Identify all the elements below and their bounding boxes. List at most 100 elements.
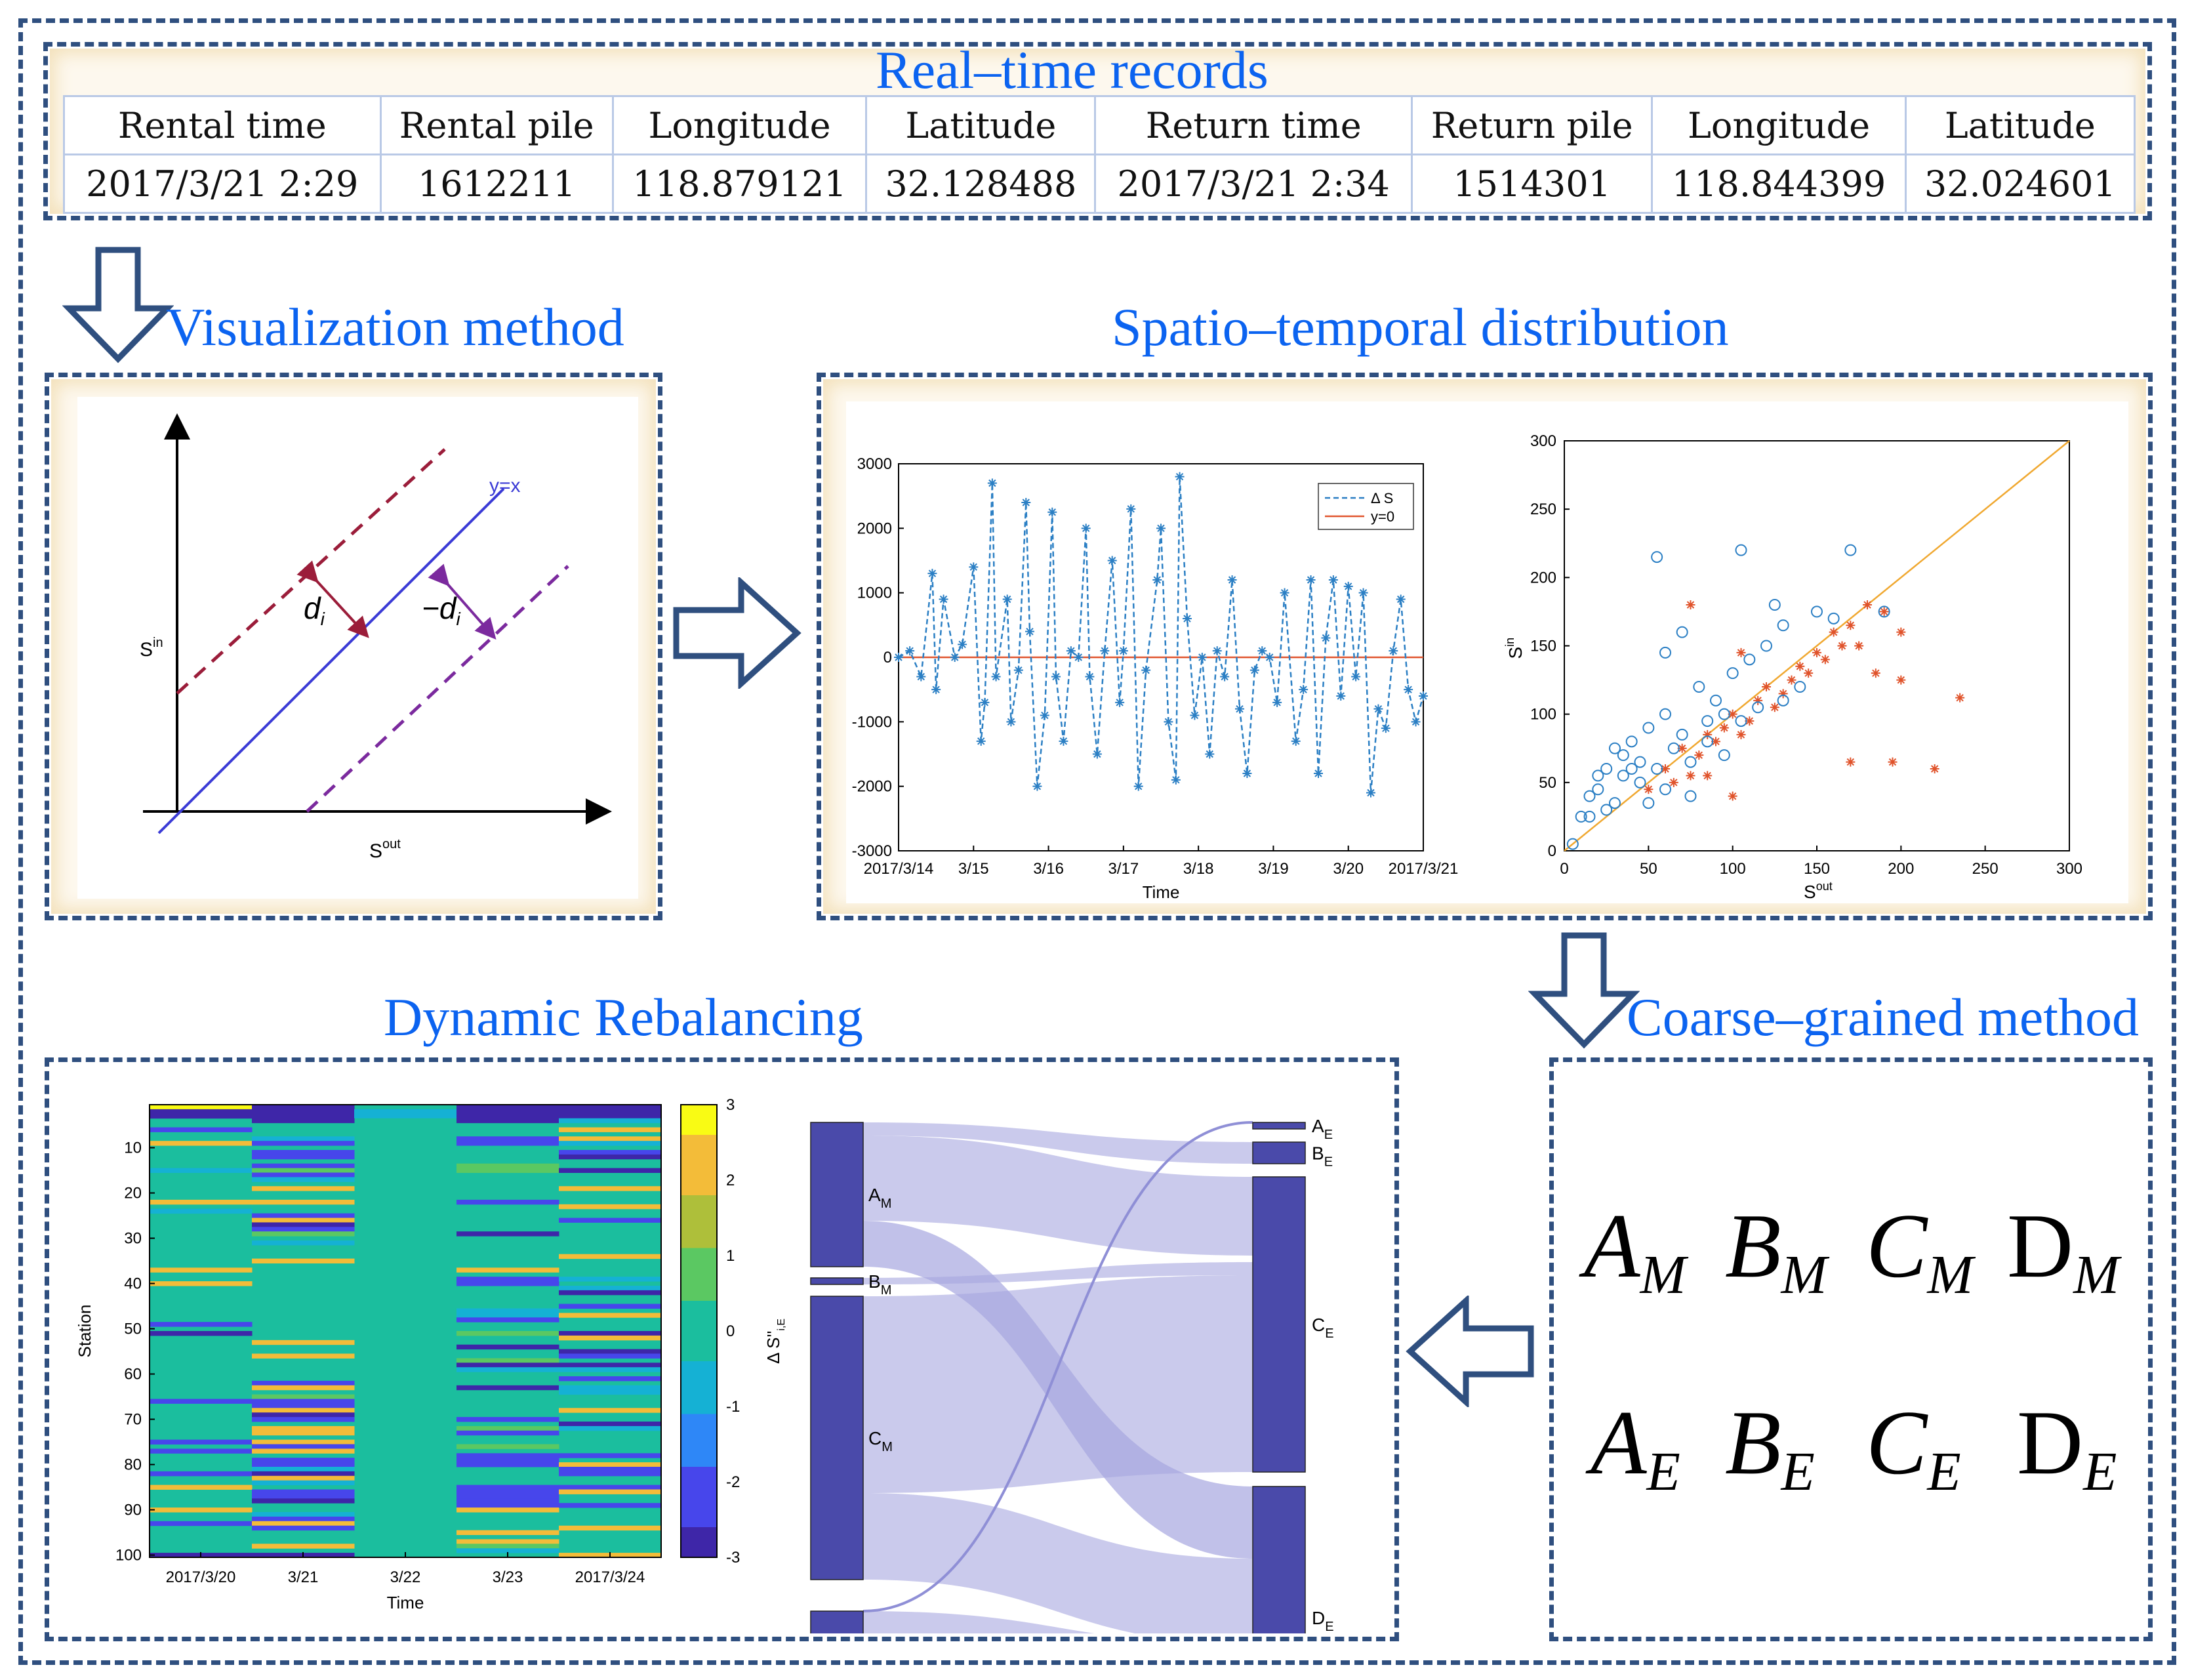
data-point [1002, 594, 1012, 604]
data-point-circle [1609, 742, 1621, 754]
data-point [987, 478, 997, 488]
colorbar-cell [681, 1278, 717, 1286]
heatmap-cell [252, 1231, 355, 1237]
visualization-diagram: y=x di −di Sin Sout [140, 413, 612, 862]
data-cell: 1514301 [1410, 154, 1654, 214]
colorbar-cell [681, 1376, 717, 1385]
colorbar-cell [681, 1414, 717, 1422]
heatmap-cell [457, 1548, 559, 1553]
distance-arrow-upper [296, 560, 369, 638]
heatmap-cell [559, 1141, 662, 1146]
data-point-plus [1812, 647, 1821, 657]
heatmap-cell [559, 1362, 662, 1368]
data-point [1404, 685, 1413, 695]
heatmap-cell [150, 1168, 253, 1173]
colorbar-cell [681, 1519, 717, 1528]
heatmap-cell [252, 1512, 355, 1517]
y-tick-label: 60 [124, 1366, 142, 1383]
heatmap-cell [559, 1218, 662, 1223]
heatmap-cell [252, 1408, 355, 1413]
heatmap-cell [559, 1113, 662, 1119]
data-point-plus [1669, 777, 1678, 787]
colorbar-cell [681, 1527, 717, 1536]
data-cell: 32.128488 [865, 154, 1097, 214]
sankey-node-right [1252, 1176, 1306, 1473]
heatmap-cell [150, 1485, 253, 1490]
heatmap-cell [559, 1150, 662, 1155]
y-tick-label: -2000 [852, 778, 892, 796]
data-point [1032, 781, 1042, 791]
down-arrow-1-icon [62, 247, 174, 363]
symbol-c-e: CE [1866, 1392, 1961, 1503]
data-point-circle [1684, 756, 1697, 768]
colorbar-cell [681, 1549, 717, 1558]
data-point-circle [1752, 701, 1764, 714]
colorbar-tick-label: -1 [726, 1398, 740, 1416]
data-point [1227, 575, 1237, 584]
data-point-plus [1787, 675, 1796, 685]
data-point [950, 653, 960, 662]
heatmap-cell [457, 1425, 559, 1431]
data-point-circle [1693, 681, 1705, 693]
data-point [1343, 581, 1353, 591]
colorbar-cell [681, 1225, 717, 1234]
x-tick-label: 300 [2056, 860, 2082, 878]
data-point-circle [1617, 769, 1629, 782]
colorbar-label: Δ S''i,E [763, 1319, 787, 1364]
visualization-title: Visualization method [166, 297, 624, 357]
records-data-row: 2017/3/21 2:29 1612211 118.879121 32.128… [63, 154, 2136, 214]
heatmap-cell [559, 1385, 662, 1391]
sankey-node-label: AE [1312, 1116, 1333, 1142]
heatmap-cell [457, 1277, 559, 1282]
colorbar-cell [681, 1233, 717, 1241]
heatmap-cell [150, 1331, 253, 1336]
data-point-plus [1686, 771, 1695, 781]
data-point [1235, 704, 1244, 714]
data-cell: 32.024601 [1904, 154, 2136, 214]
heatmap-cell [252, 1199, 355, 1205]
heatmap-cell [252, 1113, 355, 1119]
data-point [969, 562, 979, 572]
neg-d-label: −di [422, 591, 460, 629]
heatmap-cell [252, 1222, 355, 1227]
data-point-plus [1804, 668, 1814, 678]
data-point-circle [1659, 783, 1671, 796]
heatmap-cell [354, 1109, 457, 1118]
data-point-plus [1762, 682, 1771, 691]
heatmap-cell [457, 1444, 559, 1449]
dynamic-frame [45, 1057, 1399, 1641]
data-point-circle [1684, 790, 1697, 802]
heatmap-cell [457, 1498, 559, 1504]
coarse-frame [1549, 1057, 2153, 1641]
data-point [1249, 665, 1259, 675]
heatmap-cell [457, 1136, 559, 1141]
heatmap-cell [559, 1109, 662, 1115]
data-point [1171, 775, 1181, 785]
colorbar-cell [681, 1293, 717, 1301]
colorbar-cell [681, 1323, 717, 1332]
data-point [1299, 685, 1309, 695]
colorbar-cell [681, 1142, 717, 1151]
colorbar-cell [681, 1512, 717, 1521]
x-tick-label: 100 [1720, 860, 1746, 878]
data-point [1066, 646, 1076, 656]
data-point [1081, 523, 1091, 533]
data-point [1381, 724, 1390, 733]
x-tick-label: 2017/3/14 [864, 860, 934, 878]
heatmap-cell [150, 1267, 253, 1273]
data-point [1025, 626, 1034, 636]
data-point-plus [1846, 757, 1856, 767]
data-point [1280, 588, 1289, 598]
data-point-plus [1677, 743, 1687, 753]
sankey-flow [863, 1122, 1253, 1164]
heatmap-cell [150, 1113, 253, 1119]
data-point-plus [1955, 693, 1965, 703]
data-point-circle [1600, 804, 1613, 816]
heatmap-cell [252, 1480, 355, 1486]
heatmap-cell [252, 1154, 355, 1160]
colorbar-cell [681, 1406, 717, 1415]
heatmap-cell [559, 1118, 662, 1124]
heatmap-cell [457, 1163, 559, 1169]
header-cell: Rental time [63, 95, 382, 155]
x-tick-label: 2017/3/21 [1389, 860, 1459, 878]
